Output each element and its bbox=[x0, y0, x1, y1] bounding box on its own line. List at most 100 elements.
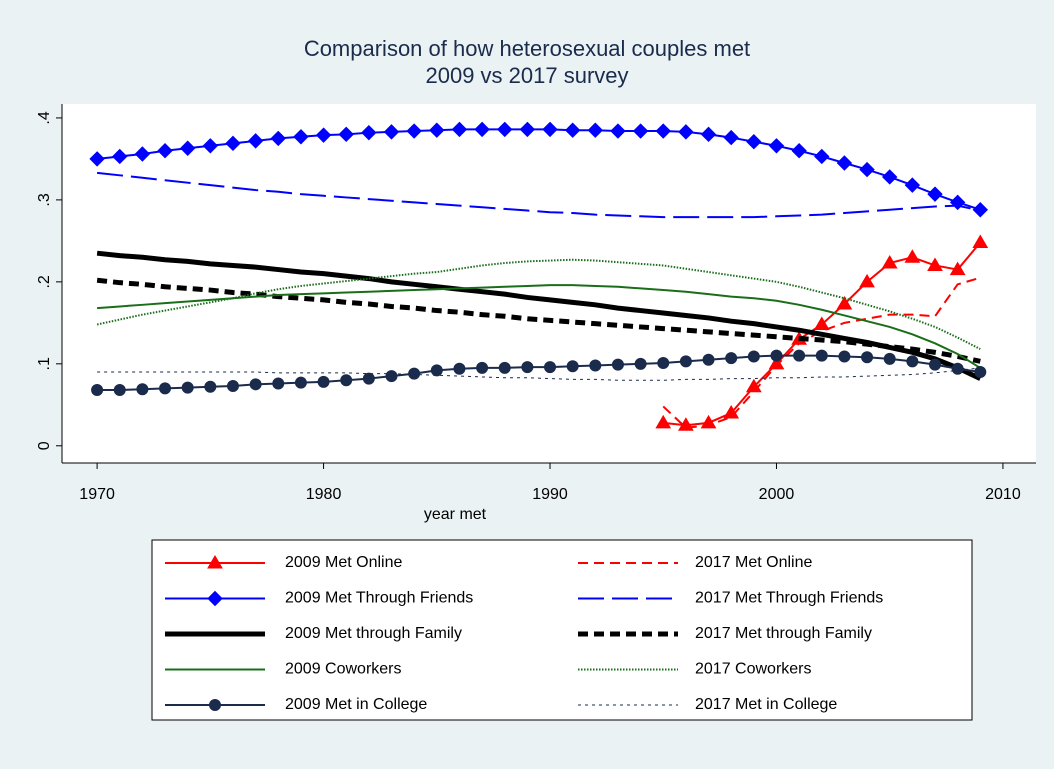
marker bbox=[904, 249, 921, 263]
series-line bbox=[96, 250, 982, 381]
marker bbox=[928, 358, 941, 371]
marker bbox=[453, 362, 466, 375]
series-line bbox=[97, 367, 981, 381]
series-line bbox=[97, 354, 981, 392]
marker bbox=[181, 381, 194, 394]
marker bbox=[906, 355, 919, 368]
marker bbox=[498, 361, 511, 374]
legend-label: 2009 Met Through Friends bbox=[285, 590, 473, 607]
legend-label: 2009 Met Online bbox=[285, 554, 403, 571]
marker bbox=[904, 177, 921, 193]
marker bbox=[791, 143, 807, 159]
marker bbox=[702, 353, 715, 366]
marker bbox=[746, 133, 762, 150]
marker bbox=[247, 133, 264, 149]
marker bbox=[725, 352, 738, 365]
marker bbox=[497, 121, 513, 138]
marker bbox=[226, 379, 239, 392]
y-tick-label: .2 bbox=[36, 275, 53, 288]
marker bbox=[723, 129, 739, 146]
marker bbox=[861, 351, 874, 364]
marker bbox=[429, 122, 445, 138]
marker bbox=[949, 261, 966, 276]
series-line bbox=[97, 284, 981, 369]
legend-label: 2017 Coworkers bbox=[695, 661, 812, 678]
legend-label: 2017 Met through Family bbox=[695, 625, 872, 642]
marker bbox=[340, 374, 353, 387]
marker bbox=[747, 350, 760, 363]
marker bbox=[293, 129, 309, 145]
y-tick-label: .3 bbox=[36, 193, 53, 206]
x-tick-label: 2010 bbox=[985, 486, 1021, 503]
marker bbox=[564, 122, 581, 138]
plot-series bbox=[89, 121, 989, 431]
marker bbox=[814, 148, 830, 165]
marker bbox=[881, 255, 898, 269]
legend bbox=[151, 539, 973, 721]
marker bbox=[836, 155, 853, 171]
marker bbox=[89, 151, 105, 167]
series-line bbox=[96, 277, 981, 364]
marker bbox=[542, 121, 558, 138]
plot-area bbox=[62, 104, 1036, 463]
series-line bbox=[662, 276, 981, 429]
marker bbox=[91, 384, 104, 397]
marker bbox=[521, 361, 534, 374]
marker bbox=[655, 123, 671, 139]
marker bbox=[362, 372, 375, 385]
marker bbox=[159, 382, 172, 395]
legend-label: 2017 Met in College bbox=[695, 696, 837, 713]
legend-label: 2009 Met in College bbox=[285, 696, 427, 713]
marker bbox=[610, 123, 626, 139]
marker bbox=[383, 124, 400, 140]
marker bbox=[361, 124, 377, 141]
marker bbox=[207, 590, 223, 607]
marker bbox=[678, 124, 694, 140]
marker bbox=[589, 359, 602, 372]
marker bbox=[566, 360, 579, 373]
marker bbox=[209, 699, 221, 711]
marker bbox=[406, 123, 422, 139]
marker bbox=[836, 295, 853, 310]
marker bbox=[270, 130, 286, 147]
marker bbox=[927, 186, 943, 202]
legend-label: 2009 Coworkers bbox=[285, 661, 402, 678]
marker bbox=[272, 377, 285, 390]
marker bbox=[587, 122, 604, 138]
y-tick-label: 0 bbox=[36, 441, 53, 450]
series-line bbox=[96, 171, 981, 219]
marker bbox=[207, 555, 223, 569]
marker bbox=[317, 375, 330, 388]
marker bbox=[859, 161, 875, 178]
marker bbox=[951, 362, 964, 375]
marker bbox=[249, 378, 262, 391]
marker bbox=[815, 349, 828, 362]
marker bbox=[768, 138, 785, 154]
marker bbox=[134, 146, 151, 162]
marker bbox=[451, 121, 468, 138]
chart-title: Comparison of how heterosexual couples m… bbox=[304, 36, 750, 61]
marker bbox=[813, 316, 830, 330]
marker bbox=[882, 169, 898, 185]
marker bbox=[544, 361, 557, 374]
marker bbox=[315, 127, 332, 143]
x-tick-label: 1980 bbox=[306, 486, 342, 503]
marker bbox=[136, 383, 149, 396]
chart-subtitle: 2009 vs 2017 survey bbox=[425, 63, 628, 88]
x-tick-label: 1990 bbox=[532, 486, 568, 503]
marker bbox=[974, 366, 987, 379]
marker bbox=[883, 352, 896, 365]
marker bbox=[430, 364, 443, 377]
marker bbox=[679, 355, 692, 368]
series-line bbox=[96, 258, 981, 350]
marker bbox=[204, 380, 217, 393]
marker bbox=[972, 234, 989, 249]
marker bbox=[519, 121, 536, 138]
marker bbox=[476, 361, 489, 374]
legend-label: 2017 Met Through Friends bbox=[695, 590, 883, 607]
marker bbox=[838, 350, 851, 363]
marker bbox=[859, 273, 875, 288]
marker bbox=[112, 148, 128, 165]
marker bbox=[927, 257, 943, 271]
